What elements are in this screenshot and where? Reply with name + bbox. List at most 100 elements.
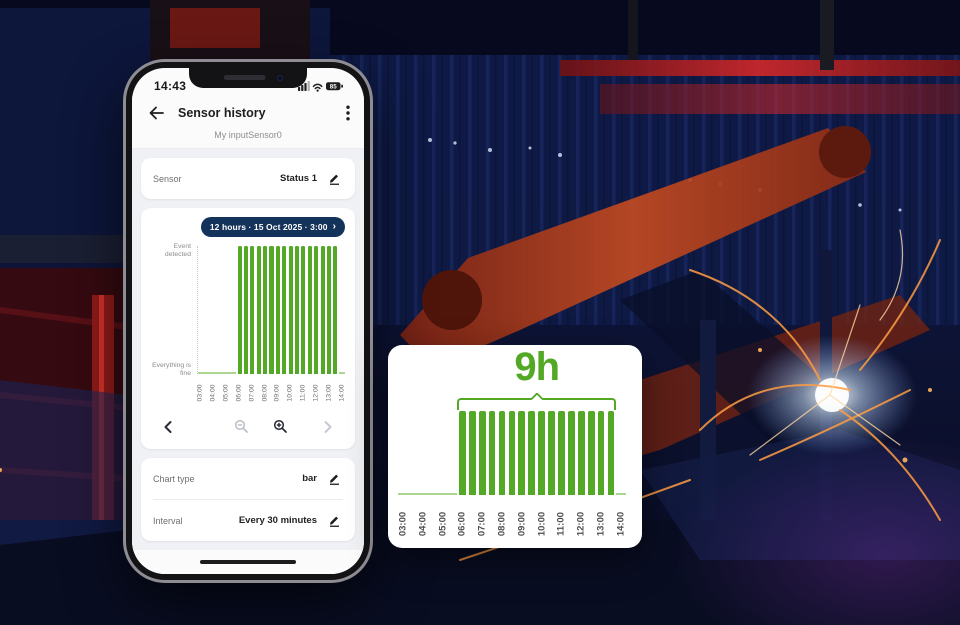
x-axis-label: 14:00 [615, 511, 627, 537]
event-bar-slot [606, 411, 616, 495]
event-bar [320, 246, 325, 374]
x-axis-label: 08:00 [496, 511, 508, 537]
phone-screen: 14:43 85 [132, 68, 364, 574]
idle-slot [223, 246, 230, 374]
home-indicator[interactable] [200, 560, 296, 564]
idle-slot [417, 411, 428, 495]
event-bar-slot [517, 411, 527, 495]
speaker-slot [223, 75, 266, 80]
interval-value: Every 30 minutes [238, 515, 317, 526]
bar-series [197, 246, 345, 374]
event-bar-slot [487, 411, 497, 495]
event-bar-slot [287, 246, 293, 374]
event-bar [567, 411, 575, 495]
x-axis-label: 14:00 [338, 384, 346, 402]
overbrace-icon [457, 392, 617, 410]
interval-label: Interval [153, 515, 183, 526]
page-title: Sensor history [178, 106, 266, 120]
x-axis-labels: 03:00 04:00 05:00 06:00 07:00 08:00 09:00 10:00… [197, 378, 346, 408]
back-button[interactable] [146, 104, 166, 122]
event-bar [538, 411, 545, 495]
zoom-in-button[interactable] [270, 416, 291, 437]
battery-icon: 85 [326, 81, 343, 90]
sensor-row: Sensor Status 1 [141, 158, 355, 199]
event-bar-slot [596, 411, 606, 495]
x-axis-label: 06:00 [456, 511, 468, 537]
zoom-out-icon [234, 419, 248, 433]
app-header: Sensor history [132, 96, 364, 129]
zoom-out-button[interactable] [231, 416, 252, 437]
idle-slot [229, 246, 237, 374]
next-page-button[interactable] [319, 417, 337, 437]
idle-slot [437, 411, 448, 495]
idle-dash [210, 372, 218, 374]
idle-slot [447, 411, 458, 495]
y-axis: Event detected Everything is fine [151, 243, 197, 377]
event-bar [307, 246, 312, 374]
event-bar [237, 246, 242, 374]
row-divider [153, 499, 343, 500]
event-bar [468, 411, 476, 495]
event-bar-slot [249, 246, 255, 374]
chart-type-label: Chart type [153, 473, 195, 484]
event-bar [478, 411, 486, 495]
idle-dash [417, 493, 428, 495]
idle-slot [204, 246, 211, 374]
event-bar-slot [281, 246, 287, 374]
idle-dash [229, 372, 237, 374]
event-bar-slot [319, 246, 325, 374]
event-bar [269, 246, 274, 374]
wifi-icon [312, 83, 323, 89]
event-bar [250, 246, 255, 374]
edit-chart-type-button[interactable] [326, 470, 343, 487]
event-bar-slot [275, 246, 281, 374]
event-bar [326, 246, 332, 374]
bar-series [398, 411, 626, 495]
idle-slot [615, 411, 626, 495]
event-bar [518, 411, 526, 495]
duration-annotation-row: 9h [398, 347, 626, 396]
idle-dash [398, 493, 408, 495]
idle-slot [407, 411, 418, 495]
time-range-chip[interactable]: 12 hours · 15 Oct 2025 · 3:00 › [200, 217, 345, 237]
idle-dash [615, 493, 626, 495]
event-bar [488, 411, 496, 495]
sensor-row-value: Status 1 [280, 173, 317, 184]
event-bar [288, 246, 293, 374]
x-axis-label: 04:00 [417, 511, 429, 537]
phone-notch [189, 68, 307, 88]
event-bar-slot [576, 411, 586, 495]
idle-slot [338, 246, 345, 374]
event-bar-slot [256, 246, 262, 374]
interval-row: Interval Every 30 minutes [141, 500, 355, 541]
pencil-icon [330, 516, 339, 527]
chart-settings-card: Chart type bar [141, 458, 355, 541]
idle-slot [427, 411, 438, 495]
event-bar-slot [586, 411, 596, 495]
phone-device: 14:43 85 [123, 59, 373, 583]
status-time: 14:43 [154, 78, 187, 93]
x-axis-label: 11:00 [555, 512, 567, 536]
event-bar-slot [507, 411, 517, 495]
previous-page-button[interactable] [159, 417, 177, 437]
event-bar [597, 411, 605, 495]
event-bar-slot [326, 246, 332, 374]
edit-interval-button[interactable] [326, 512, 343, 529]
idle-slot [398, 411, 408, 495]
x-axis-labels: 03:00 04:00 05:00 06:00 07:00 08:00 09:00 10:00… [397, 500, 627, 548]
zoomed-chart: 9h 03:00 04:00 05:00 06:00 07:00 08:00 09:00 10… [397, 347, 627, 548]
front-camera [277, 75, 283, 81]
overflow-menu-button[interactable] [344, 103, 352, 123]
edit-sensor-button[interactable] [326, 170, 343, 187]
chart-type-value: bar [302, 473, 317, 484]
event-bar [508, 411, 516, 495]
plot-area: 03:00 04:00 05:00 06:00 07:00 08:00 09:00 10:00… [197, 246, 345, 408]
event-bar-slot [307, 246, 313, 374]
x-axis-label: 12:00 [575, 511, 587, 537]
idle-dash [427, 493, 438, 495]
chart-controls [151, 408, 345, 444]
x-axis-label: 13:00 [595, 511, 607, 537]
event-bar [607, 411, 615, 495]
event-bar-slot [566, 411, 576, 495]
